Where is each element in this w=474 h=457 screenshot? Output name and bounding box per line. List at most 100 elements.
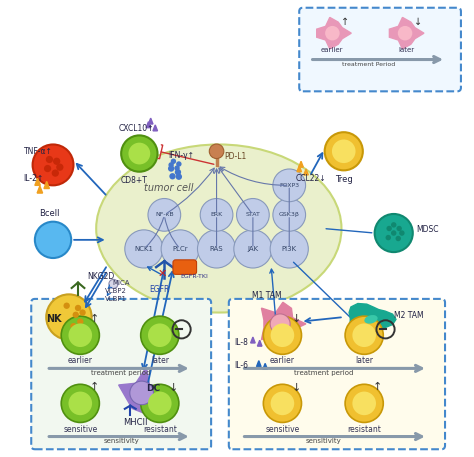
Text: PLCr: PLCr	[173, 246, 188, 252]
Circle shape	[125, 230, 163, 268]
Circle shape	[77, 319, 83, 325]
Text: IL-6: IL-6	[235, 361, 249, 370]
Text: treatment period: treatment period	[293, 370, 353, 376]
Circle shape	[35, 222, 71, 258]
Circle shape	[130, 381, 154, 405]
Circle shape	[148, 324, 172, 347]
Text: treatment Period: treatment Period	[342, 62, 395, 67]
Text: NCK1: NCK1	[135, 246, 154, 252]
Text: earlier: earlier	[320, 47, 343, 53]
Ellipse shape	[365, 315, 378, 324]
Circle shape	[398, 26, 412, 41]
Text: STAT: STAT	[246, 213, 260, 218]
Text: Bcell: Bcell	[39, 209, 60, 218]
Circle shape	[264, 384, 301, 422]
Circle shape	[44, 165, 51, 172]
Text: VLBP2: VLBP2	[105, 288, 127, 294]
Text: M1 TAM: M1 TAM	[252, 291, 282, 300]
Circle shape	[273, 169, 306, 202]
Circle shape	[141, 384, 179, 422]
Circle shape	[148, 198, 181, 231]
Polygon shape	[304, 169, 308, 175]
Text: tumor cell: tumor cell	[144, 183, 193, 192]
Circle shape	[271, 324, 294, 347]
Text: ↓: ↓	[292, 383, 301, 393]
Text: earlier: earlier	[68, 356, 93, 365]
Text: later: later	[398, 47, 414, 53]
Text: later: later	[151, 356, 169, 365]
Circle shape	[68, 392, 92, 415]
Polygon shape	[299, 161, 303, 167]
Text: sensitive: sensitive	[63, 425, 98, 434]
Circle shape	[352, 392, 376, 415]
Circle shape	[61, 316, 100, 354]
Circle shape	[399, 230, 405, 236]
Circle shape	[61, 384, 100, 422]
Polygon shape	[263, 363, 267, 369]
Circle shape	[385, 235, 391, 240]
Circle shape	[128, 143, 150, 165]
Circle shape	[234, 230, 272, 268]
Text: ↑: ↑	[89, 383, 99, 393]
Circle shape	[33, 144, 73, 186]
Circle shape	[325, 26, 340, 41]
Text: PI3K: PI3K	[282, 246, 297, 252]
Circle shape	[391, 222, 396, 228]
Circle shape	[171, 159, 176, 164]
Circle shape	[210, 144, 224, 159]
Circle shape	[174, 165, 180, 171]
Circle shape	[325, 132, 363, 170]
Text: ↓: ↓	[414, 17, 422, 27]
Circle shape	[332, 139, 356, 163]
Circle shape	[148, 392, 172, 415]
Text: ✕: ✕	[157, 269, 167, 279]
Text: TNF-α↑: TNF-α↑	[24, 147, 53, 156]
Polygon shape	[148, 118, 153, 124]
Text: FOXP3: FOXP3	[279, 183, 299, 188]
Text: sensitivity: sensitivity	[103, 438, 139, 444]
Polygon shape	[317, 17, 351, 49]
Circle shape	[396, 226, 402, 231]
Circle shape	[141, 316, 179, 354]
Text: ↑: ↑	[373, 383, 383, 393]
Circle shape	[56, 164, 64, 171]
Circle shape	[70, 323, 77, 329]
Text: RAS: RAS	[210, 246, 223, 252]
Circle shape	[200, 198, 233, 231]
Ellipse shape	[96, 144, 341, 313]
Polygon shape	[37, 186, 43, 193]
Text: ERK: ERK	[210, 213, 223, 218]
Circle shape	[374, 214, 413, 252]
Circle shape	[53, 158, 60, 165]
Circle shape	[175, 169, 181, 175]
Text: earlier: earlier	[270, 356, 295, 365]
Circle shape	[161, 230, 199, 268]
Text: NF-κB: NF-κB	[155, 213, 173, 218]
Circle shape	[237, 198, 269, 231]
Polygon shape	[256, 361, 261, 367]
Text: resistant: resistant	[143, 425, 177, 434]
Circle shape	[168, 162, 174, 168]
Text: ↓: ↓	[169, 383, 178, 393]
Text: DC: DC	[146, 384, 160, 393]
Polygon shape	[251, 337, 255, 343]
Text: ↑: ↑	[89, 314, 99, 324]
Circle shape	[395, 236, 401, 241]
Text: MHCII: MHCII	[123, 419, 148, 427]
Circle shape	[270, 230, 308, 268]
Circle shape	[270, 314, 290, 334]
Text: M2 TAM: M2 TAM	[394, 311, 423, 320]
Text: resistant: resistant	[347, 425, 381, 434]
Text: GSK3β: GSK3β	[279, 213, 300, 218]
Text: MDSC: MDSC	[417, 225, 439, 234]
Text: ↓: ↓	[292, 314, 301, 324]
Polygon shape	[146, 122, 151, 128]
Circle shape	[345, 316, 383, 354]
Text: treatment period: treatment period	[91, 370, 151, 376]
Circle shape	[73, 312, 79, 318]
Polygon shape	[153, 125, 157, 131]
Text: IL-2↑: IL-2↑	[24, 174, 44, 183]
Circle shape	[198, 230, 236, 268]
Circle shape	[75, 305, 81, 311]
Text: sensitivity: sensitivity	[305, 438, 341, 444]
